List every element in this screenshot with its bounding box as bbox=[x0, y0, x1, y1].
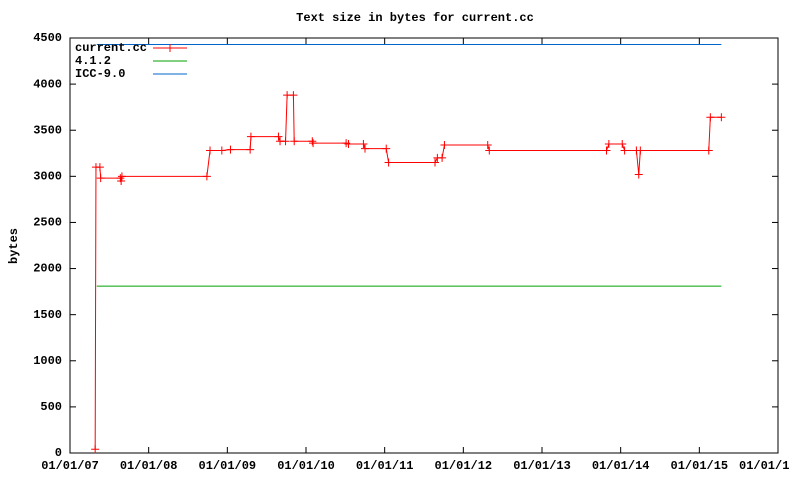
x-tick-label: 01/01/08 bbox=[120, 459, 178, 473]
y-tick-label: 1000 bbox=[33, 354, 62, 368]
legend-label: ICC-9.0 bbox=[75, 67, 125, 81]
point-marker bbox=[289, 91, 298, 100]
x-tick-label: 01/01/13 bbox=[513, 459, 571, 473]
point-marker bbox=[438, 153, 447, 162]
point-marker bbox=[382, 144, 391, 153]
x-tick-label: 01/01/1 bbox=[739, 459, 789, 473]
x-tick-label: 01/01/14 bbox=[592, 459, 650, 473]
point-marker bbox=[604, 140, 613, 149]
point-marker bbox=[226, 145, 235, 154]
legend-label: 4.1.2 bbox=[75, 54, 111, 68]
point-marker bbox=[359, 140, 368, 149]
y-tick-label: 4000 bbox=[33, 77, 62, 91]
chart-title: Text size in bytes for current.cc bbox=[296, 11, 534, 25]
point-marker bbox=[706, 113, 715, 122]
y-tick-label: 4500 bbox=[33, 31, 62, 45]
x-tick-label: 01/01/12 bbox=[435, 459, 493, 473]
point-marker bbox=[431, 158, 440, 167]
x-tick-label: 01/01/10 bbox=[277, 459, 335, 473]
point-marker bbox=[344, 140, 353, 149]
y-tick-label: 2000 bbox=[33, 262, 62, 276]
x-tick-label: 01/01/09 bbox=[199, 459, 257, 473]
point-marker bbox=[704, 146, 713, 155]
y-tick-label: 0 bbox=[55, 446, 62, 460]
y-tick-label: 500 bbox=[40, 400, 62, 414]
point-marker bbox=[246, 145, 255, 154]
point-marker bbox=[290, 137, 299, 146]
y-axis-label: bytes bbox=[7, 228, 21, 264]
point-marker bbox=[202, 172, 211, 181]
point-marker bbox=[308, 137, 317, 146]
point-marker bbox=[91, 445, 100, 454]
point-marker bbox=[636, 146, 645, 155]
point-marker bbox=[485, 146, 494, 155]
y-tick-label: 3500 bbox=[33, 123, 62, 137]
point-marker bbox=[274, 132, 283, 141]
point-marker bbox=[117, 172, 126, 181]
point-marker bbox=[95, 163, 104, 172]
point-marker bbox=[281, 137, 290, 146]
point-marker bbox=[620, 146, 629, 155]
legend-label: current.cc bbox=[75, 41, 147, 55]
point-marker bbox=[246, 132, 255, 141]
plot-border bbox=[69, 37, 779, 454]
point-marker bbox=[618, 140, 627, 149]
point-marker bbox=[309, 139, 318, 148]
point-marker bbox=[440, 140, 449, 149]
x-tick-label: 01/01/11 bbox=[356, 459, 414, 473]
point-marker bbox=[206, 146, 215, 155]
point-marker bbox=[634, 170, 643, 179]
point-marker bbox=[483, 140, 492, 149]
legend-marker bbox=[166, 44, 174, 52]
point-marker bbox=[717, 113, 726, 122]
point-marker bbox=[602, 146, 611, 155]
y-tick-label: 1500 bbox=[33, 308, 62, 322]
x-tick-label: 01/01/07 bbox=[41, 459, 99, 473]
point-marker bbox=[217, 146, 226, 155]
y-tick-label: 2500 bbox=[33, 216, 62, 230]
point-marker bbox=[96, 174, 105, 183]
x-tick-label: 01/01/15 bbox=[671, 459, 729, 473]
point-marker bbox=[361, 144, 369, 153]
point-marker bbox=[384, 158, 393, 167]
series-line bbox=[94, 94, 722, 450]
point-marker bbox=[117, 176, 126, 185]
y-tick-label: 3000 bbox=[33, 170, 62, 184]
